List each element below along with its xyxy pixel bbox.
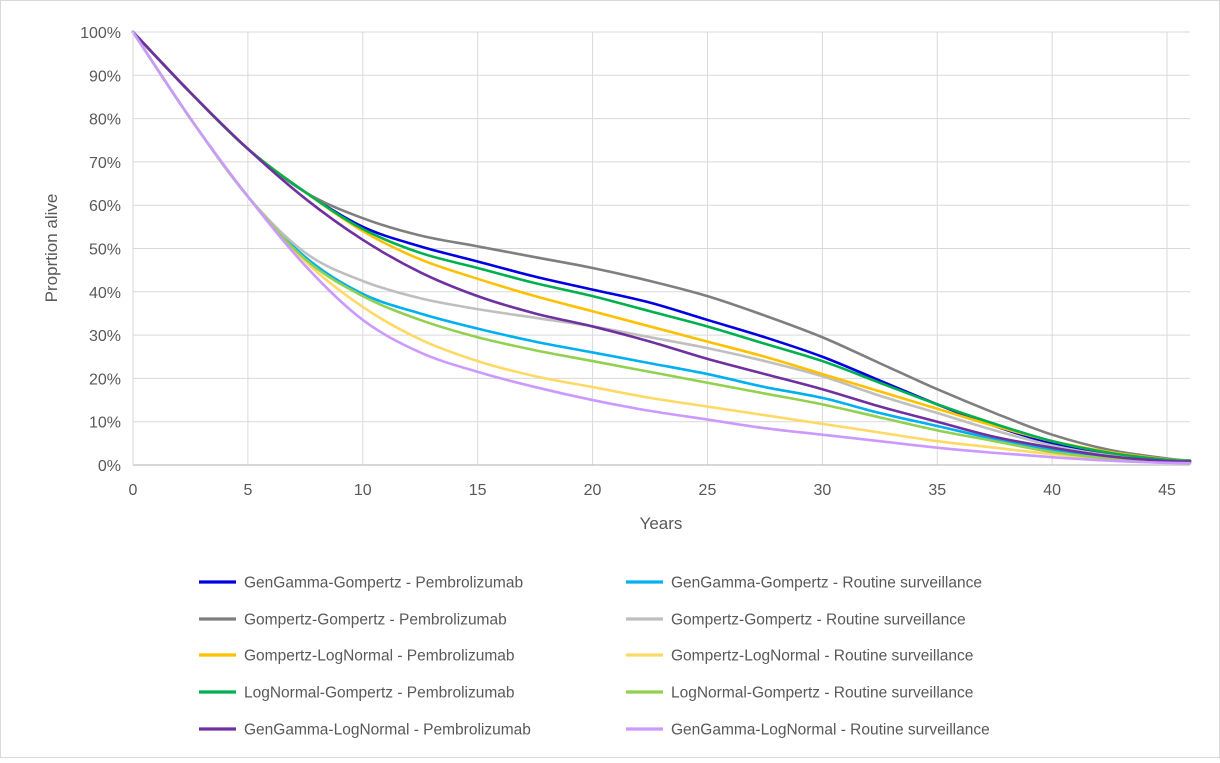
legend-label: GenGamma-LogNormal - Pembrolizumab (244, 722, 531, 739)
series-lines (131, 30, 1192, 465)
y-tick-label: 70% (89, 155, 121, 172)
x-tick-label: 20 (584, 482, 602, 499)
x-tick-label: 45 (1158, 482, 1176, 499)
y-tick-label: 90% (89, 68, 121, 85)
x-tick-label: 35 (928, 482, 946, 499)
gridlines (133, 31, 1190, 465)
x-tick-label: 25 (699, 482, 717, 499)
y-tick-label: 100% (80, 25, 121, 42)
x-tick-label: 40 (1043, 482, 1061, 499)
y-tick-label: 60% (89, 198, 121, 215)
series-line-lognormal-gompertz-pembrolizumab (131, 30, 1192, 462)
x-tick-label: 0 (129, 482, 138, 499)
legend-label: GenGamma-Gompertz - Routine surveillance (671, 575, 982, 592)
y-tick-label: 80% (89, 112, 121, 129)
legend-label: Gompertz-Gompertz - Pembrolizumab (244, 612, 507, 629)
y-tick-label: 0% (98, 458, 121, 475)
legend-label: Gompertz-Gompertz - Routine surveillance (671, 612, 966, 629)
series-line-gompertz-gompertz-routine-surveillance (131, 30, 1192, 464)
legend-label: GenGamma-LogNormal - Routine surveillanc… (671, 722, 990, 739)
y-tick-label: 40% (89, 285, 121, 302)
series-line-gengamma-lognormal-routine-surveillance (131, 30, 1192, 465)
x-tick-label: 5 (243, 482, 252, 499)
x-tick-label: 10 (354, 482, 372, 499)
x-tick-label: 15 (469, 482, 487, 499)
y-tick-label: 30% (89, 328, 121, 345)
y-tick-label: 20% (89, 371, 121, 388)
y-tick-label: 10% (89, 415, 121, 432)
series-line-lognormal-gompertz-routine-surveillance (131, 30, 1192, 465)
axes: 0% 10% 20% 30% 40% 50% 60% 70% 80% 90% 100% 0 5 10 15 2… (80, 25, 1190, 499)
legend-label: Gompertz-LogNormal - Routine surveillanc… (671, 648, 973, 665)
x-axis-title: Years (640, 514, 683, 533)
y-axis-title: Proprtion alive (42, 194, 61, 303)
legend-label: GenGamma-Gompertz - Pembrolizumab (244, 575, 523, 592)
legend-label: LogNormal-Gompertz - Routine surveillanc… (671, 685, 973, 702)
y-tick-label: 50% (89, 242, 121, 259)
legend-label: LogNormal-Gompertz - Pembrolizumab (244, 685, 514, 702)
legend-label: Gompertz-LogNormal - Pembrolizumab (244, 648, 514, 665)
x-tick-label: 30 (813, 482, 831, 499)
legend: GenGamma-Gompertz - Pembrolizumab GenGamm… (199, 575, 990, 739)
series-line-gengamma-lognormal-pembrolizumab (131, 30, 1192, 463)
